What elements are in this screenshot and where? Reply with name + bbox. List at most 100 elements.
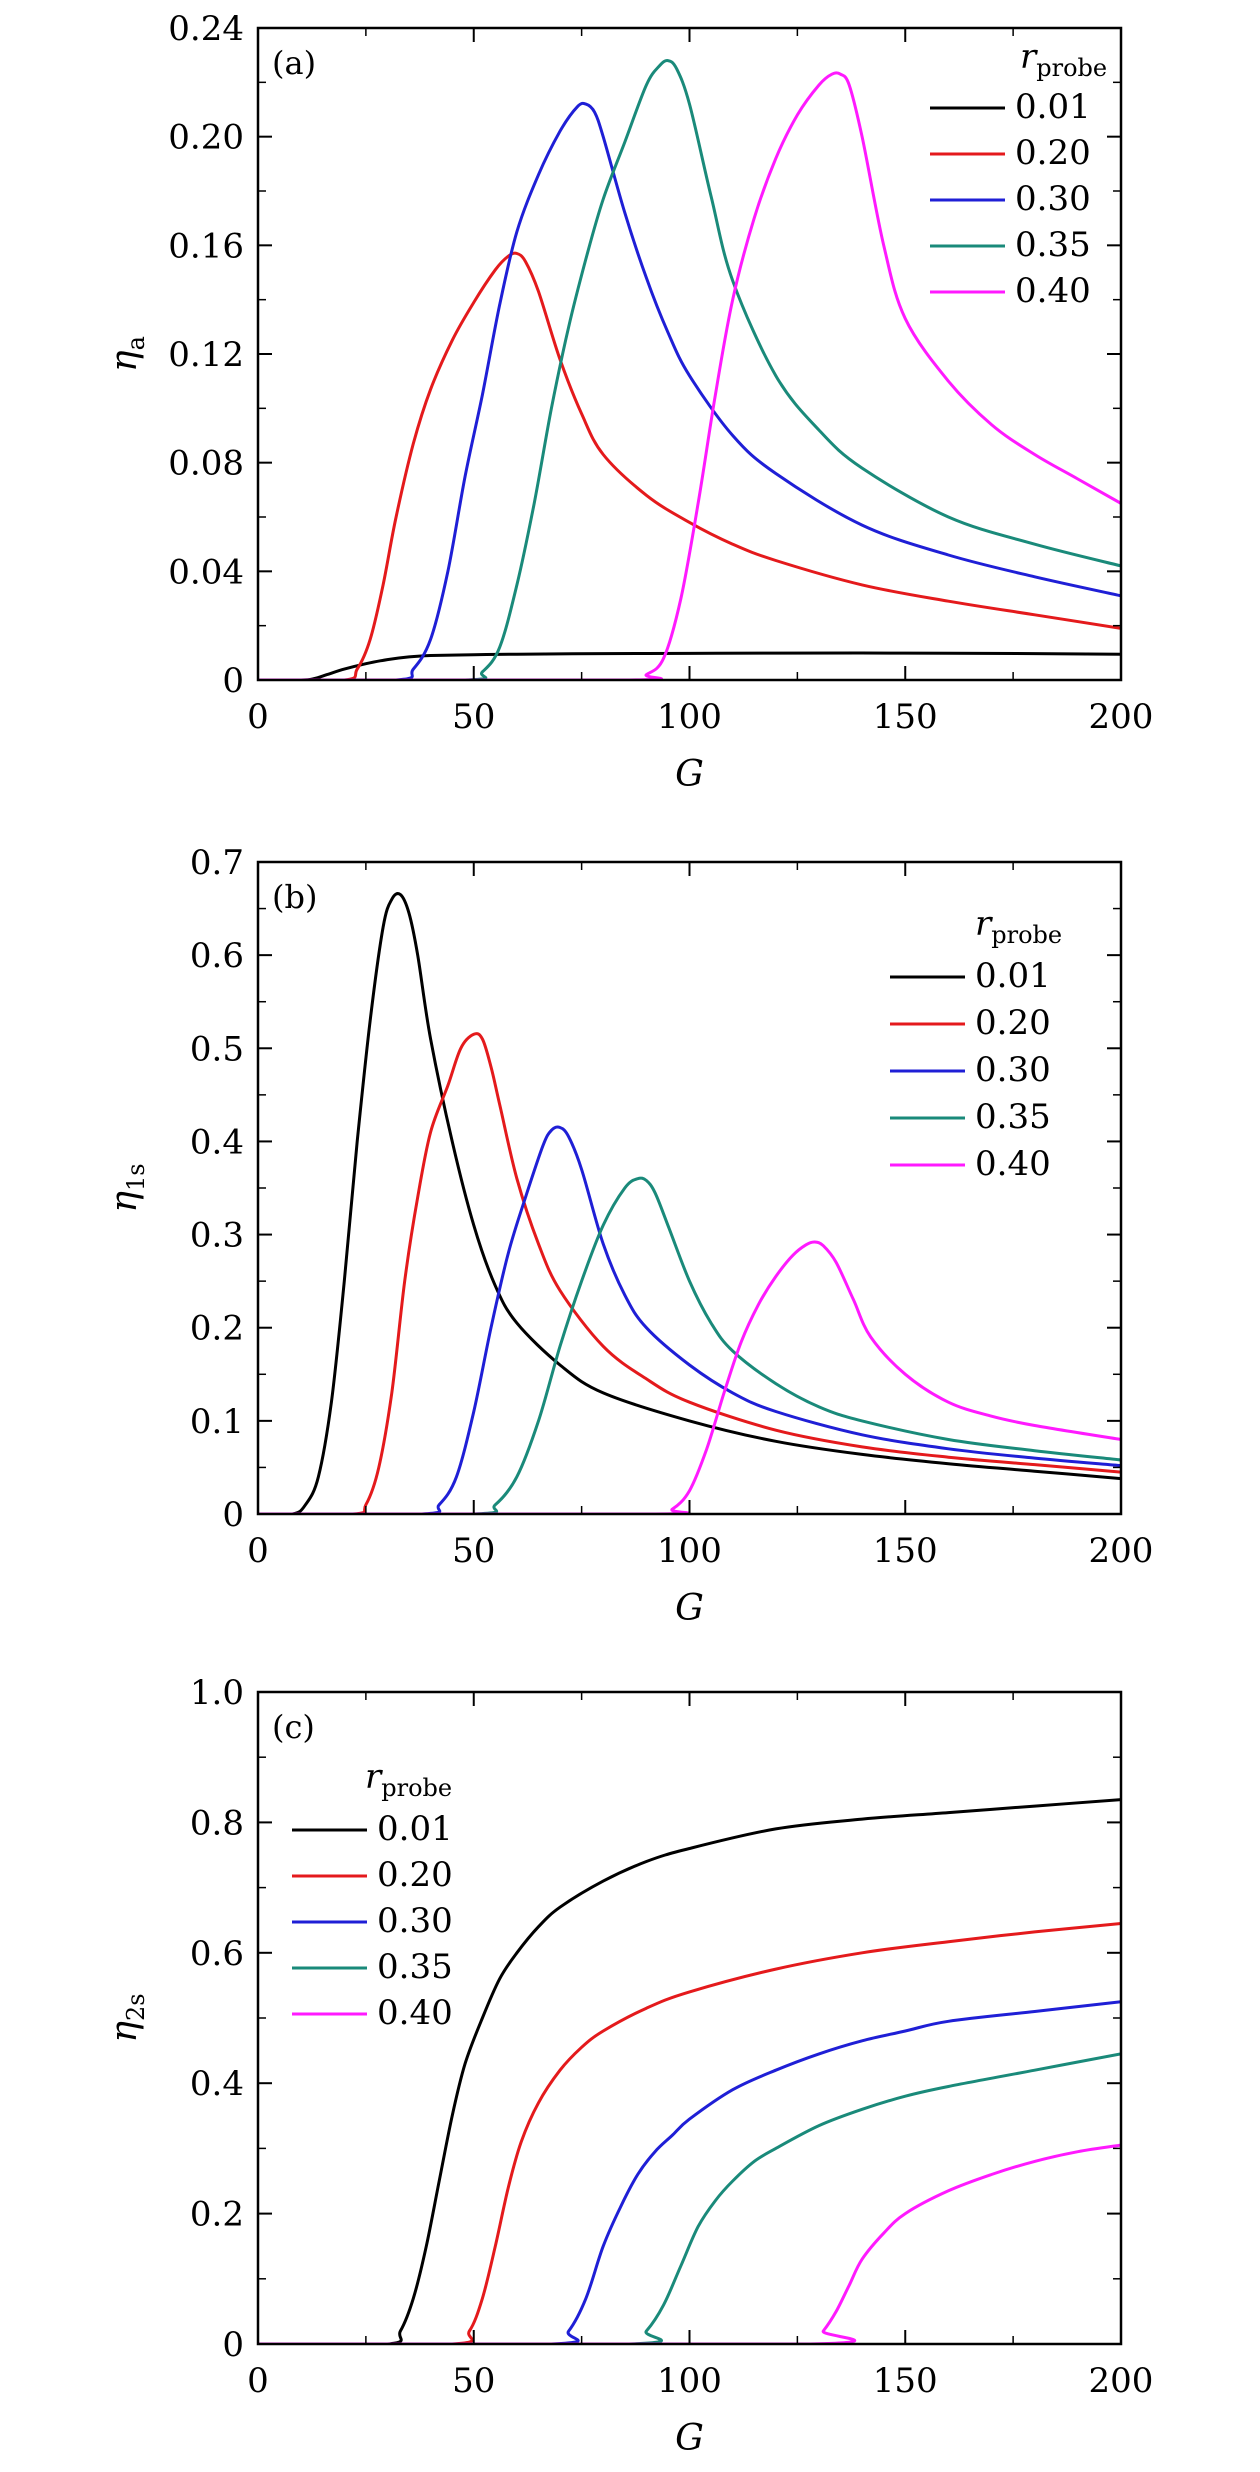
legend-label: 0.20 — [1015, 133, 1091, 173]
y-tick-label: 0.8 — [190, 1803, 244, 1843]
y-axis-title: η1s — [104, 1163, 150, 1212]
x-tick-label: 200 — [1089, 2361, 1154, 2401]
series-line-0.01 — [258, 651, 1121, 680]
x-tick-label: 150 — [873, 2361, 938, 2401]
y-tick-label: 0.16 — [168, 226, 244, 266]
y-tick-label: 0.4 — [190, 2064, 244, 2104]
series-line-0.40 — [258, 71, 1121, 680]
series-line-0.01 — [258, 892, 1121, 1514]
panel-label: (c) — [272, 1708, 315, 1746]
y-axis-title-symbol: η — [104, 350, 145, 372]
series-line-0.35 — [258, 2052, 1121, 2344]
series-group — [258, 1798, 1121, 2344]
y-tick-label: 0 — [222, 1495, 244, 1535]
y-axis-title-group: η1s — [104, 1163, 150, 1212]
y-axis-title-group: ηa — [104, 336, 150, 372]
legend-title: rprobe — [975, 904, 1062, 949]
y-axis-title: η2s — [104, 1993, 150, 2042]
legend-title-symbol: r — [1020, 37, 1038, 77]
legend-title-subscript: probe — [1036, 54, 1107, 82]
legend-label: 0.35 — [377, 1947, 453, 1987]
y-axis-title-subscript: a — [122, 336, 150, 350]
x-axis-title: G — [675, 2418, 704, 2459]
legend: rprobe 0.01 0.20 0.30 0.35 0.40 — [292, 1757, 453, 2033]
y-axis-title-symbol: η — [104, 2021, 145, 2043]
legend-label: 0.01 — [377, 1809, 453, 1849]
y-tick-label: 0.7 — [190, 843, 244, 883]
panel-a: 0 50 100 150 200 0 0.04 0.08 0.12 0.16 0.20 0.24 Gηa… — [104, 9, 1153, 795]
x-tick-label: 0 — [247, 2361, 269, 2401]
y-axis-title-subscript: 2s — [122, 1993, 150, 2021]
y-axis-title: ηa — [104, 336, 150, 372]
legend-label: 0.30 — [1015, 179, 1091, 219]
series-line-0.30 — [258, 1125, 1121, 1514]
legend-label: 0.20 — [377, 1855, 453, 1895]
y-tick-label: 0.6 — [190, 1934, 244, 1974]
series-group — [258, 59, 1121, 680]
y-tick-label: 0.4 — [190, 1122, 244, 1162]
x-tick-label: 50 — [452, 697, 495, 737]
x-tick-label: 150 — [873, 1531, 938, 1571]
y-tick-label: 0.20 — [168, 118, 244, 158]
series-line-0.30 — [258, 2000, 1121, 2344]
y-axis-title-group: η2s — [104, 1993, 150, 2042]
y-tick-label: 0 — [222, 661, 244, 701]
x-tick-label: 100 — [657, 697, 722, 737]
legend-label: 0.35 — [1015, 225, 1091, 265]
legend-label: 0.30 — [377, 1901, 453, 1941]
x-axis-title: G — [675, 754, 704, 795]
x-tick-label: 50 — [452, 2361, 495, 2401]
plot-frame — [256, 26, 1123, 682]
legend-title: rprobe — [365, 1757, 452, 1802]
panel-label: (b) — [272, 878, 317, 916]
x-tick-label: 100 — [657, 2361, 722, 2401]
legend-title-symbol: r — [365, 1757, 383, 1797]
legend-label: 0.01 — [975, 956, 1051, 996]
series-line-0.01 — [258, 1798, 1121, 2344]
legend-label: 0.40 — [975, 1144, 1051, 1184]
legend-title-symbol: r — [975, 904, 993, 944]
x-tick-label: 0 — [247, 697, 269, 737]
series-line-0.20 — [258, 251, 1121, 680]
y-tick-label: 0.6 — [190, 936, 244, 976]
legend-title-subscript: probe — [381, 1774, 452, 1802]
legend-label: 0.40 — [1015, 271, 1091, 311]
legend-label: 0.40 — [377, 1993, 453, 2033]
x-tick-label: 200 — [1089, 697, 1154, 737]
y-axis-title-subscript: 1s — [122, 1163, 150, 1191]
series-line-0.35 — [258, 59, 1121, 680]
y-axis-title-symbol: η — [104, 1191, 145, 1213]
y-tick-label: 0.1 — [190, 1402, 244, 1442]
x-axis-title: G — [675, 1588, 704, 1629]
y-tick-label: 0.08 — [168, 444, 244, 484]
x-tick-label: 150 — [873, 697, 938, 737]
y-tick-label: 0.12 — [168, 335, 244, 375]
legend-label: 0.35 — [975, 1097, 1051, 1137]
legend: rprobe 0.01 0.20 0.30 0.35 0.40 — [930, 37, 1107, 311]
legend-label: 0.01 — [1015, 87, 1091, 127]
legend: rprobe 0.01 0.20 0.30 0.35 0.40 — [890, 904, 1062, 1184]
panel-label: (a) — [272, 44, 316, 82]
legend-label: 0.30 — [975, 1050, 1051, 1090]
y-tick-label: 1.0 — [190, 1673, 244, 1713]
series-line-0.30 — [258, 101, 1121, 680]
legend-title-subscript: probe — [991, 921, 1062, 949]
y-tick-label: 0.2 — [190, 1309, 244, 1349]
series-line-0.40 — [258, 1240, 1121, 1514]
series-line-0.20 — [258, 1922, 1121, 2344]
x-tick-label: 50 — [452, 1531, 495, 1571]
series-line-0.35 — [258, 1176, 1121, 1514]
series-line-0.20 — [258, 1032, 1121, 1514]
y-tick-label: 0.04 — [168, 552, 244, 592]
y-tick-label: 0.5 — [190, 1029, 244, 1069]
y-tick-label: 0.24 — [168, 9, 244, 49]
x-tick-label: 200 — [1089, 1531, 1154, 1571]
legend-label: 0.20 — [975, 1003, 1051, 1043]
y-tick-label: 0.3 — [190, 1216, 244, 1256]
x-tick-label: 100 — [657, 1531, 722, 1571]
series-line-0.40 — [258, 2143, 1121, 2344]
y-tick-label: 0.2 — [190, 2195, 244, 2235]
